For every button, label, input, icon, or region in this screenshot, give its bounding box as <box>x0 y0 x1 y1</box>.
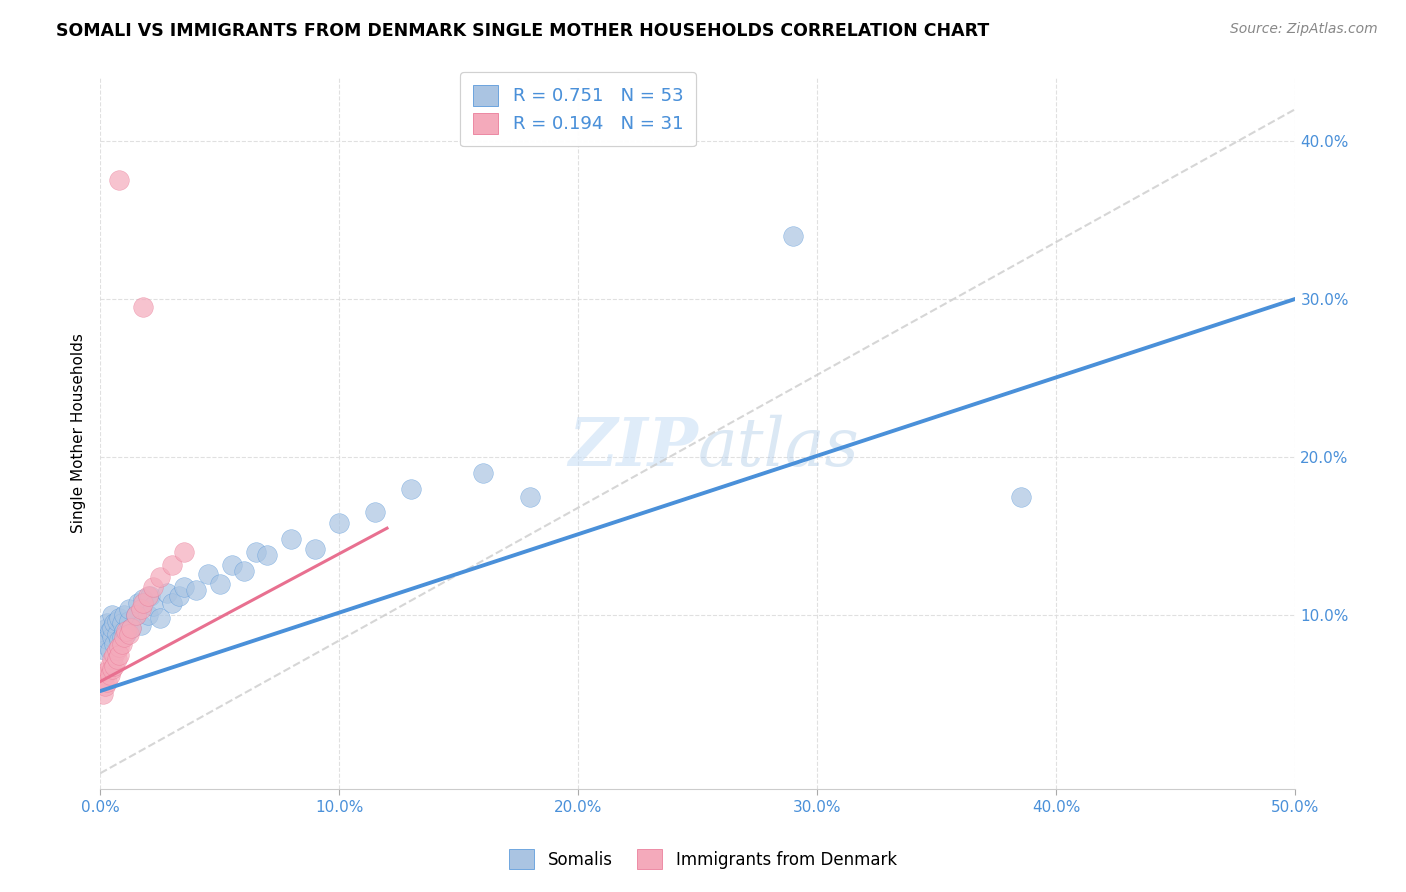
Point <box>108 173 131 187</box>
Text: ZIP: ZIP <box>568 415 697 480</box>
Point <box>101 608 124 623</box>
Point <box>156 586 179 600</box>
Point <box>132 300 155 314</box>
Point <box>103 616 125 631</box>
Text: atlas: atlas <box>697 415 859 480</box>
Point <box>101 630 124 644</box>
Point <box>101 652 124 666</box>
Point <box>105 627 128 641</box>
Point <box>105 615 128 629</box>
Point <box>173 545 195 559</box>
Point <box>399 482 422 496</box>
Point <box>519 490 541 504</box>
Point <box>103 648 125 662</box>
Point <box>120 621 142 635</box>
Point <box>125 608 148 623</box>
Point <box>91 687 114 701</box>
Point <box>280 533 302 547</box>
Point <box>96 664 118 678</box>
Point <box>149 611 172 625</box>
Point <box>125 608 148 623</box>
Point <box>101 662 124 676</box>
Point <box>118 615 141 629</box>
Point <box>139 589 162 603</box>
Point <box>127 595 149 609</box>
Point <box>96 674 118 689</box>
Point <box>108 611 131 625</box>
Point <box>149 570 172 584</box>
Point <box>245 545 267 559</box>
Point <box>96 621 118 635</box>
Point <box>132 595 155 609</box>
Point <box>105 643 128 657</box>
Point <box>1010 490 1032 504</box>
Point <box>136 589 159 603</box>
Text: SOMALI VS IMMIGRANTS FROM DENMARK SINGLE MOTHER HOUSEHOLDS CORRELATION CHART: SOMALI VS IMMIGRANTS FROM DENMARK SINGLE… <box>56 22 990 40</box>
Point <box>364 505 387 519</box>
Point <box>129 617 152 632</box>
Point <box>111 616 134 631</box>
Point <box>184 582 207 597</box>
Point <box>782 228 804 243</box>
Point <box>91 672 114 686</box>
Point <box>101 621 124 635</box>
Point <box>471 466 494 480</box>
Legend: R = 0.751   N = 53, R = 0.194   N = 31: R = 0.751 N = 53, R = 0.194 N = 31 <box>460 72 696 146</box>
Point <box>221 558 243 572</box>
Point <box>115 627 138 641</box>
Point <box>115 624 138 638</box>
Point <box>98 624 121 638</box>
Point <box>232 564 254 578</box>
Point <box>120 621 142 635</box>
Point <box>173 580 195 594</box>
Point <box>142 580 165 594</box>
Point <box>98 668 121 682</box>
Point <box>112 630 135 644</box>
Point <box>208 576 231 591</box>
Point <box>118 627 141 641</box>
Point <box>256 548 278 562</box>
Point <box>94 643 117 657</box>
Point <box>160 595 183 609</box>
Point <box>103 658 125 673</box>
Point <box>167 589 190 603</box>
Point <box>328 516 350 531</box>
Point <box>98 658 121 673</box>
Point <box>105 652 128 666</box>
Legend: Somalis, Immigrants from Denmark: Somalis, Immigrants from Denmark <box>499 838 907 880</box>
Text: Source: ZipAtlas.com: Source: ZipAtlas.com <box>1230 22 1378 37</box>
Point <box>91 637 114 651</box>
Point <box>129 602 152 616</box>
Point <box>94 627 117 641</box>
Point <box>111 630 134 644</box>
Point <box>103 637 125 651</box>
Point <box>160 558 183 572</box>
Point <box>108 648 131 662</box>
Point <box>118 602 141 616</box>
Point <box>136 608 159 623</box>
Point <box>94 679 117 693</box>
Point <box>112 624 135 638</box>
Point <box>132 592 155 607</box>
Point <box>112 608 135 623</box>
Point <box>304 541 326 556</box>
Point <box>96 616 118 631</box>
Point <box>96 632 118 646</box>
Point <box>94 668 117 682</box>
Point <box>108 633 131 648</box>
Y-axis label: Single Mother Households: Single Mother Households <box>72 334 86 533</box>
Point <box>142 599 165 613</box>
Point <box>197 567 219 582</box>
Point <box>108 640 131 654</box>
Point <box>111 637 134 651</box>
Point <box>98 643 121 657</box>
